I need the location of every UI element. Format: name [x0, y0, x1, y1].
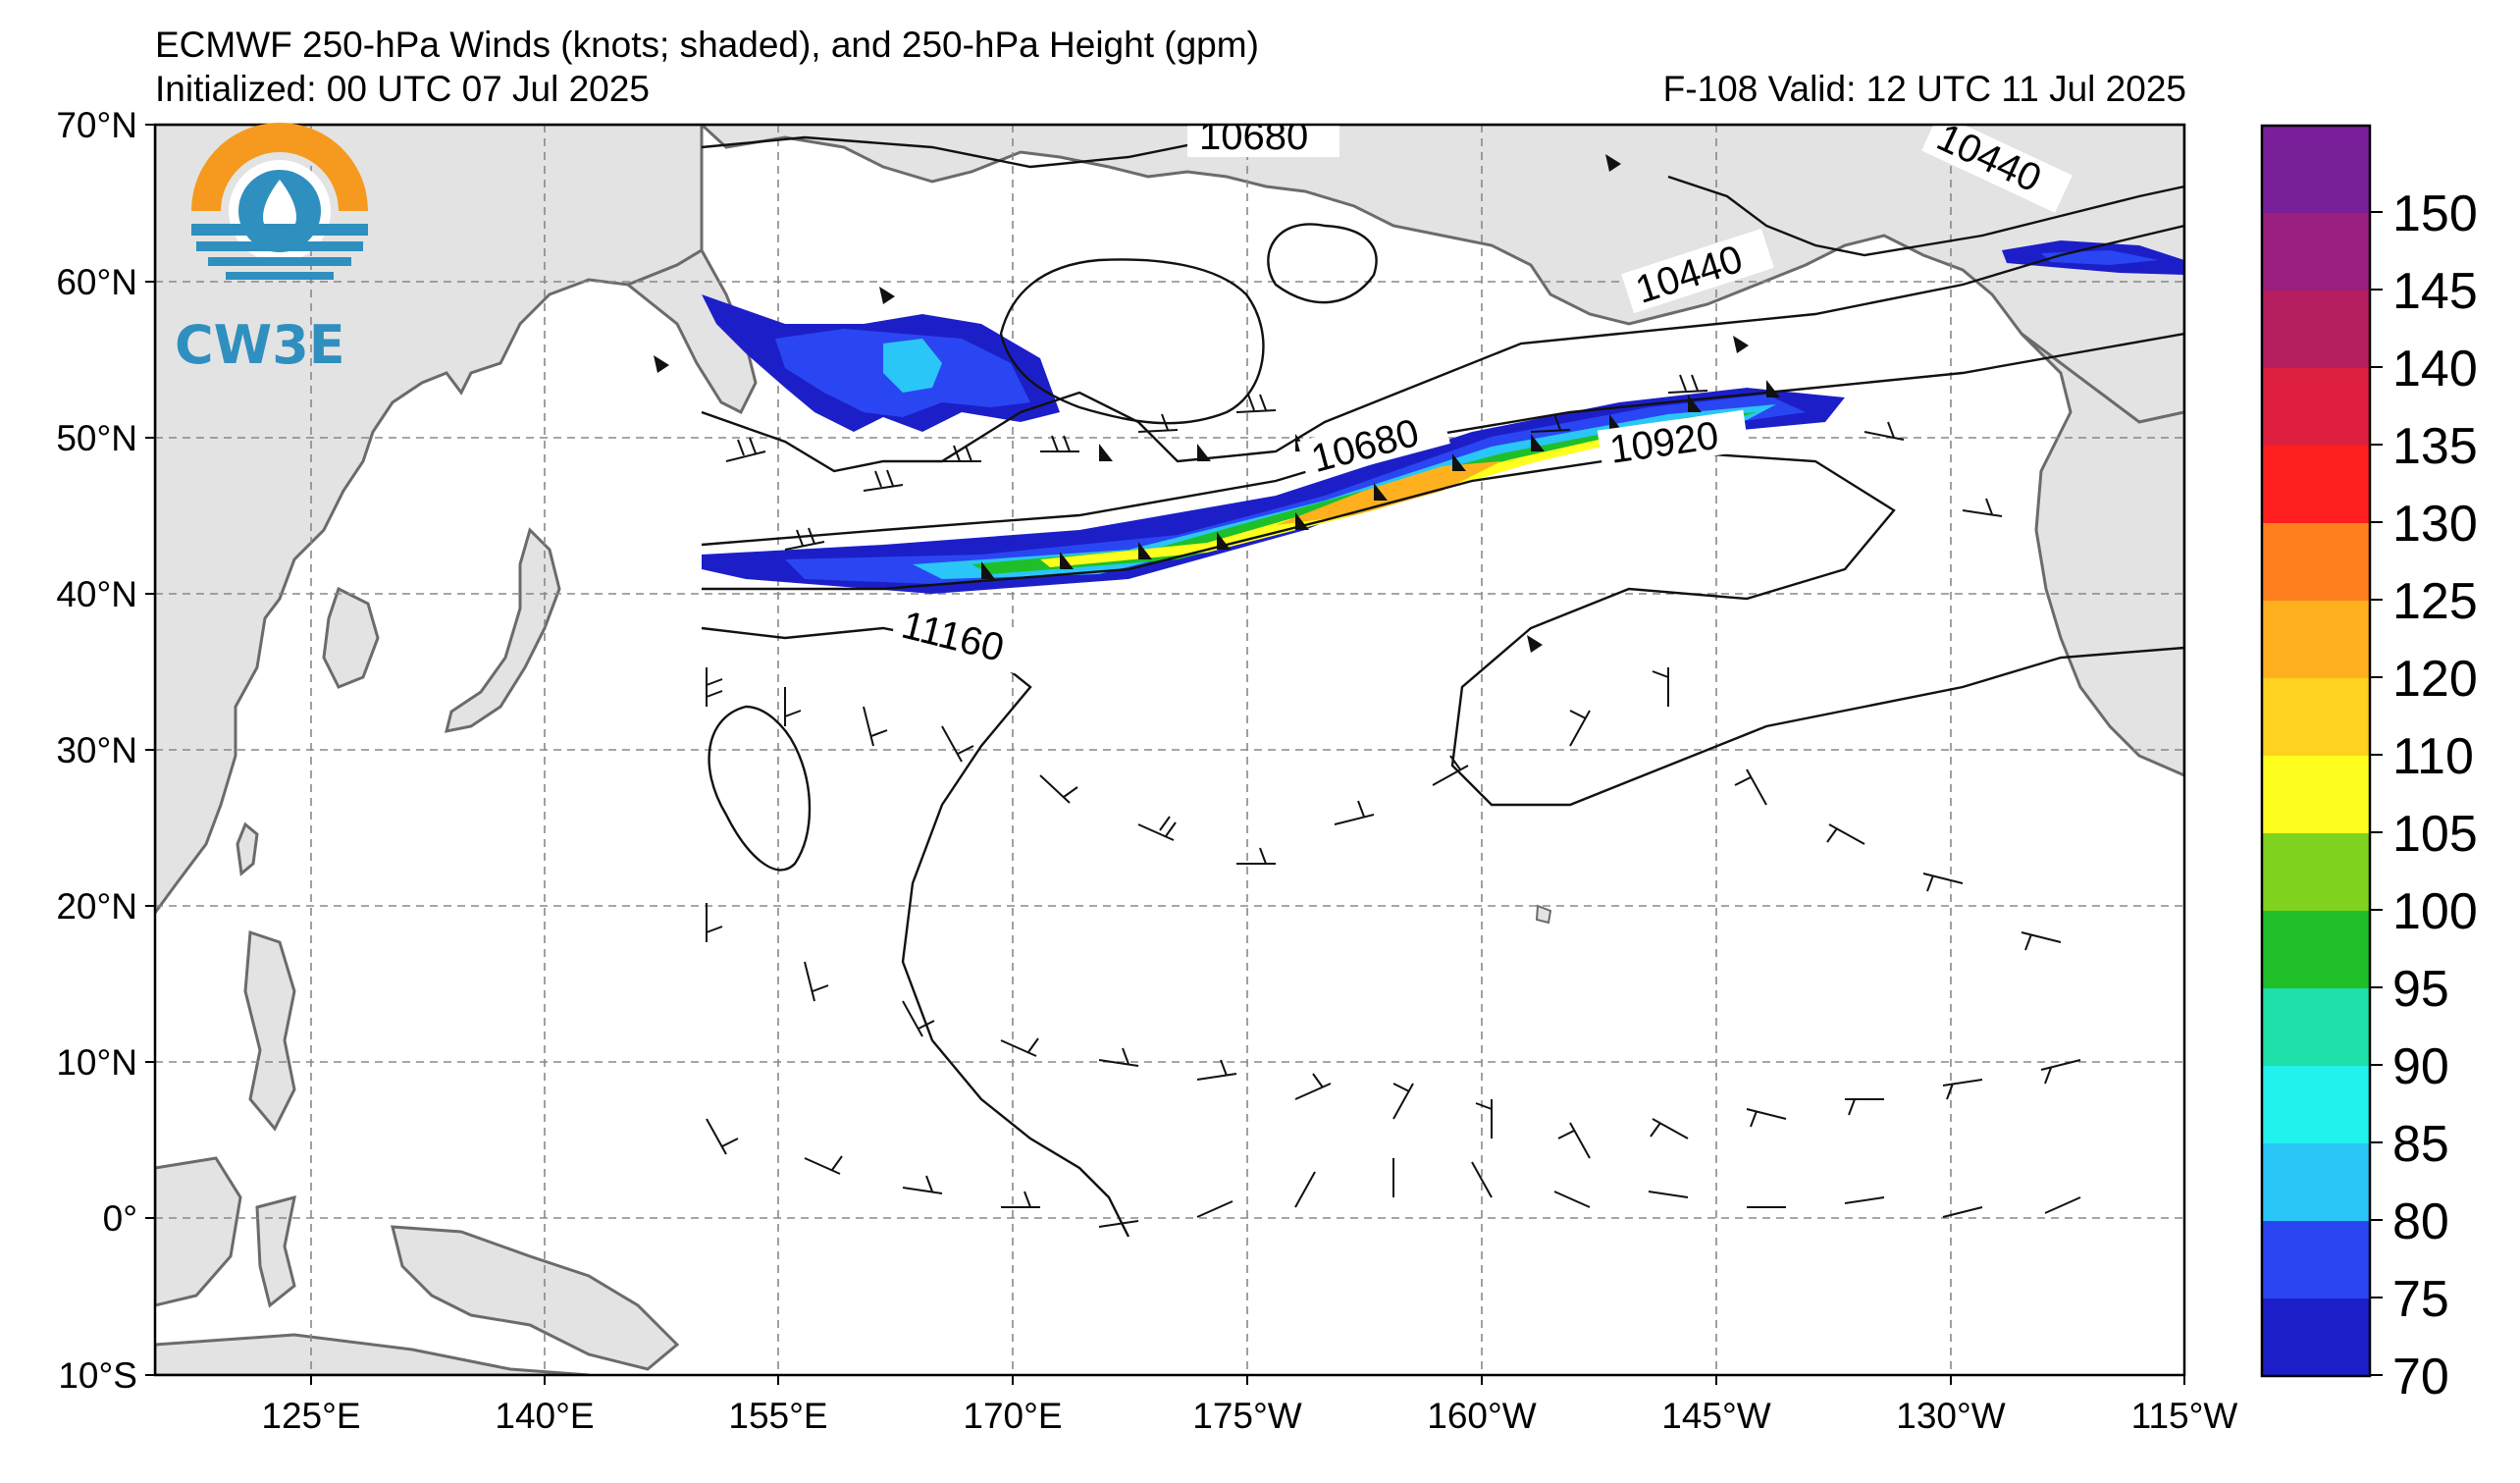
- latitude-labels: 70°N 60°N 50°N 40°N 30°N 20°N 10°N 0° 10…: [56, 105, 137, 1396]
- colorbar-swatch-145: [2262, 212, 2370, 291]
- lat-label-50n: 50°N: [56, 418, 137, 458]
- colorbar-label-90: 90: [2392, 1038, 2449, 1095]
- colorbar-label-140: 140: [2392, 341, 2478, 397]
- cw3e-logo-icon: CW3E: [175, 123, 368, 376]
- lon-label-170e: 170°E: [963, 1396, 1062, 1436]
- colorbar-label-85: 85: [2392, 1116, 2449, 1173]
- colorbar-label-100: 100: [2392, 883, 2478, 940]
- logo-text: CW3E: [175, 314, 345, 376]
- colorbar-swatch-100: [2262, 832, 2370, 911]
- colorbar-swatch-90: [2262, 987, 2370, 1066]
- lat-label-60n: 60°N: [56, 262, 137, 302]
- colorbar-label-125: 125: [2392, 573, 2478, 630]
- colorbar-swatch-95: [2262, 910, 2370, 988]
- colorbar-label-150: 150: [2392, 185, 2478, 242]
- colorbar-label-135: 135: [2392, 418, 2478, 475]
- colorbar-swatch-70: [2262, 1298, 2370, 1376]
- colorbar-label-70: 70: [2392, 1349, 2449, 1405]
- colorbar-label-130: 130: [2392, 496, 2478, 553]
- lon-label-140e: 140°E: [495, 1396, 594, 1436]
- colorbar-swatch-80: [2262, 1142, 2370, 1221]
- land-north-america: [2020, 332, 2184, 777]
- lon-label-145w: 145°W: [1661, 1396, 1771, 1436]
- land-hawaii: [1535, 904, 1552, 925]
- valid-time: F-108 Valid: 12 UTC 11 Jul 2025: [1662, 69, 2186, 109]
- lon-label-155e: 155°E: [728, 1396, 827, 1436]
- lat-label-30n: 30°N: [56, 730, 137, 770]
- colorbar-swatch-140: [2262, 290, 2370, 368]
- colorbar: 70 75 80 85 90 95 100 105 110 120 125 13…: [2260, 124, 2478, 1405]
- land-sulawesi: [255, 1194, 296, 1308]
- lat-label-10s: 10°S: [58, 1355, 137, 1396]
- lat-label-10n: 10°N: [56, 1042, 137, 1083]
- colorbar-label-105: 105: [2392, 806, 2478, 863]
- colorbar-label-75: 75: [2392, 1271, 2449, 1328]
- colorbar-swatch-105: [2262, 755, 2370, 833]
- land-korea: [322, 586, 380, 689]
- lon-label-175w: 175°W: [1192, 1396, 1302, 1436]
- lon-label-130w: 130°W: [1896, 1396, 2006, 1436]
- colorbar-swatch-120: [2262, 600, 2370, 678]
- lat-label-20n: 20°N: [56, 886, 137, 927]
- land-new-guinea: [391, 1225, 680, 1371]
- colorbar-swatch-130: [2262, 445, 2370, 523]
- colorbar-swatch-150: [2262, 126, 2370, 213]
- land-alaska: [699, 125, 2184, 424]
- initialized-time: Initialized: 00 UTC 07 Jul 2025: [155, 69, 650, 109]
- colorbar-label-145: 145: [2392, 263, 2478, 320]
- colorbar-swatch-85: [2262, 1065, 2370, 1143]
- colorbar-label-120: 120: [2392, 651, 2478, 708]
- wind-barbs: [706, 374, 2081, 1228]
- colorbar-swatch-135: [2262, 367, 2370, 446]
- colorbar-label-95: 95: [2392, 961, 2449, 1018]
- contour-label-north: 10680: [1199, 115, 1308, 158]
- land-australia: [155, 1333, 590, 1375]
- map-title: ECMWF 250-hPa Winds (knots; shaded), and…: [155, 25, 1259, 65]
- colorbar-swatch-110: [2262, 677, 2370, 756]
- lat-label-40n: 40°N: [56, 574, 137, 614]
- lon-label-125e: 125°E: [261, 1396, 360, 1436]
- colorbar-label-110: 110: [2392, 728, 2474, 785]
- land-japan: [444, 527, 561, 733]
- land-taiwan: [236, 821, 259, 876]
- lat-label-0: 0°: [103, 1198, 137, 1239]
- colorbar-label-80: 80: [2392, 1193, 2449, 1250]
- graticule: [155, 125, 2184, 1375]
- land-borneo: [155, 1156, 242, 1307]
- lat-label-70n: 70°N: [56, 105, 137, 145]
- colorbar-swatch-75: [2262, 1220, 2370, 1298]
- axis-ticks: [145, 124, 2185, 1385]
- land-kamchatka: [625, 247, 758, 415]
- longitude-labels: 125°E 140°E 155°E 170°E 175°W 160°W 145°…: [261, 1396, 2237, 1436]
- colorbar-swatch-125: [2262, 522, 2370, 601]
- lon-label-115w: 115°W: [2131, 1396, 2238, 1436]
- lon-label-160w: 160°W: [1427, 1396, 1537, 1436]
- land-philippines: [243, 929, 296, 1132]
